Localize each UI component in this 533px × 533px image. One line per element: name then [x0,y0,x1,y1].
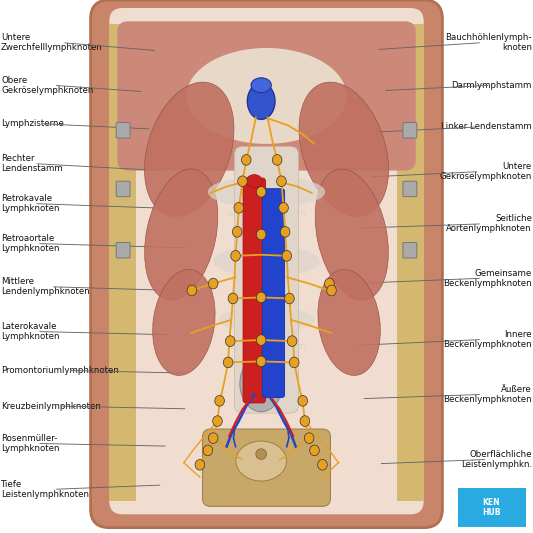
Ellipse shape [203,445,213,456]
Ellipse shape [152,270,215,375]
Ellipse shape [256,356,266,367]
Ellipse shape [285,293,294,304]
Bar [109,24,136,501]
Text: Untere
Zwerchfelllymphknoten: Untere Zwerchfelllymphknoten [1,33,103,52]
FancyBboxPatch shape [262,189,285,398]
Ellipse shape [232,227,242,237]
Text: Linker Lendenstamm: Linker Lendenstamm [441,123,532,131]
Ellipse shape [279,203,288,213]
Ellipse shape [325,278,334,289]
Ellipse shape [256,187,266,197]
Text: Gemeinsame
Beckenlymphknoten: Gemeinsame Beckenlymphknoten [443,269,532,288]
Ellipse shape [277,176,286,187]
Ellipse shape [318,459,327,470]
Ellipse shape [231,251,240,261]
Ellipse shape [310,445,319,456]
Text: www.kenhub.com: www.kenhub.com [227,342,306,351]
Ellipse shape [208,433,218,443]
Ellipse shape [223,357,233,368]
Text: www.kenhub.com: www.kenhub.com [227,465,306,473]
Ellipse shape [251,78,271,93]
FancyBboxPatch shape [243,178,265,403]
Ellipse shape [282,251,292,261]
Ellipse shape [228,293,238,304]
Text: Tiefe
Leistenlymphknoten: Tiefe Leistenlymphknoten [1,480,89,499]
Ellipse shape [234,203,244,213]
Bar [397,24,424,501]
Text: Kreuzbeinlymphknoten: Kreuzbeinlymphknoten [1,402,101,410]
Ellipse shape [318,270,381,375]
FancyBboxPatch shape [403,181,417,197]
Ellipse shape [144,82,234,216]
FancyBboxPatch shape [203,429,330,506]
Ellipse shape [298,395,308,406]
Ellipse shape [280,227,290,237]
Ellipse shape [187,48,346,144]
Ellipse shape [215,395,224,406]
Ellipse shape [195,459,205,470]
Text: Mittlere
Lendenlymphknoten: Mittlere Lendenlymphknoten [1,277,90,296]
Ellipse shape [219,306,314,333]
FancyBboxPatch shape [235,147,298,413]
Ellipse shape [187,285,197,296]
Text: Retrokavale
Lymphknoten: Retrokavale Lymphknoten [1,194,60,213]
Ellipse shape [300,416,310,426]
Text: Innere
Beckenlymphknoten: Innere Beckenlymphknoten [443,330,532,349]
Text: Bauchhöhlenlymph-
knoten: Bauchhöhlenlymph- knoten [446,33,532,52]
Text: Lymphzisterne: Lymphzisterne [1,119,64,128]
Ellipse shape [272,155,282,165]
FancyBboxPatch shape [116,243,130,258]
Ellipse shape [289,357,299,368]
Text: Oberflächliche
Leistenlymphkn.: Oberflächliche Leistenlymphkn. [461,450,532,469]
Ellipse shape [240,356,282,411]
FancyBboxPatch shape [116,123,130,138]
FancyBboxPatch shape [116,181,130,197]
Text: Darmlymphstamm: Darmlymphstamm [451,81,532,90]
FancyBboxPatch shape [117,21,416,171]
FancyBboxPatch shape [403,123,417,138]
Text: Seitliche
Aortenlymphknoten: Seitliche Aortenlymphknoten [446,214,532,233]
Ellipse shape [304,433,314,443]
Ellipse shape [213,416,222,426]
Ellipse shape [327,285,336,296]
FancyBboxPatch shape [91,0,442,528]
Ellipse shape [238,176,247,187]
Ellipse shape [144,169,218,300]
Ellipse shape [241,155,251,165]
Ellipse shape [256,335,266,345]
Ellipse shape [299,82,389,216]
FancyBboxPatch shape [458,488,526,527]
Text: www.kenhub.com: www.kenhub.com [227,209,306,217]
Text: Obere
Gekröselymphknoten: Obere Gekröselymphknoten [1,76,93,95]
Text: Rechter
Lendenstamm: Rechter Lendenstamm [1,154,63,173]
Ellipse shape [225,336,235,346]
Ellipse shape [256,292,266,303]
Text: Rosenmüller-
Lymphknoten: Rosenmüller- Lymphknoten [1,434,60,453]
Ellipse shape [213,245,320,277]
Ellipse shape [247,83,275,119]
Text: Laterokavale
Lymphknoten: Laterokavale Lymphknoten [1,322,60,341]
Ellipse shape [208,278,218,289]
Ellipse shape [256,229,266,240]
FancyBboxPatch shape [403,243,417,258]
Text: www.kenhub.com: www.kenhub.com [227,60,306,68]
Ellipse shape [315,169,389,300]
Text: Retroaortale
Lymphknoten: Retroaortale Lymphknoten [1,234,60,253]
Ellipse shape [246,174,262,188]
Text: KEN
HUB: KEN HUB [482,498,500,517]
Ellipse shape [236,441,287,481]
Ellipse shape [256,449,266,459]
Ellipse shape [208,176,325,208]
Text: Untere
Gekröselymphknoten: Untere Gekröselymphknoten [440,162,532,181]
FancyBboxPatch shape [109,8,424,514]
Text: Äußere
Beckenlymphknoten: Äußere Beckenlymphknoten [443,385,532,404]
Text: Promontoriumlymphknoten: Promontoriumlymphknoten [1,366,119,375]
Ellipse shape [287,336,297,346]
